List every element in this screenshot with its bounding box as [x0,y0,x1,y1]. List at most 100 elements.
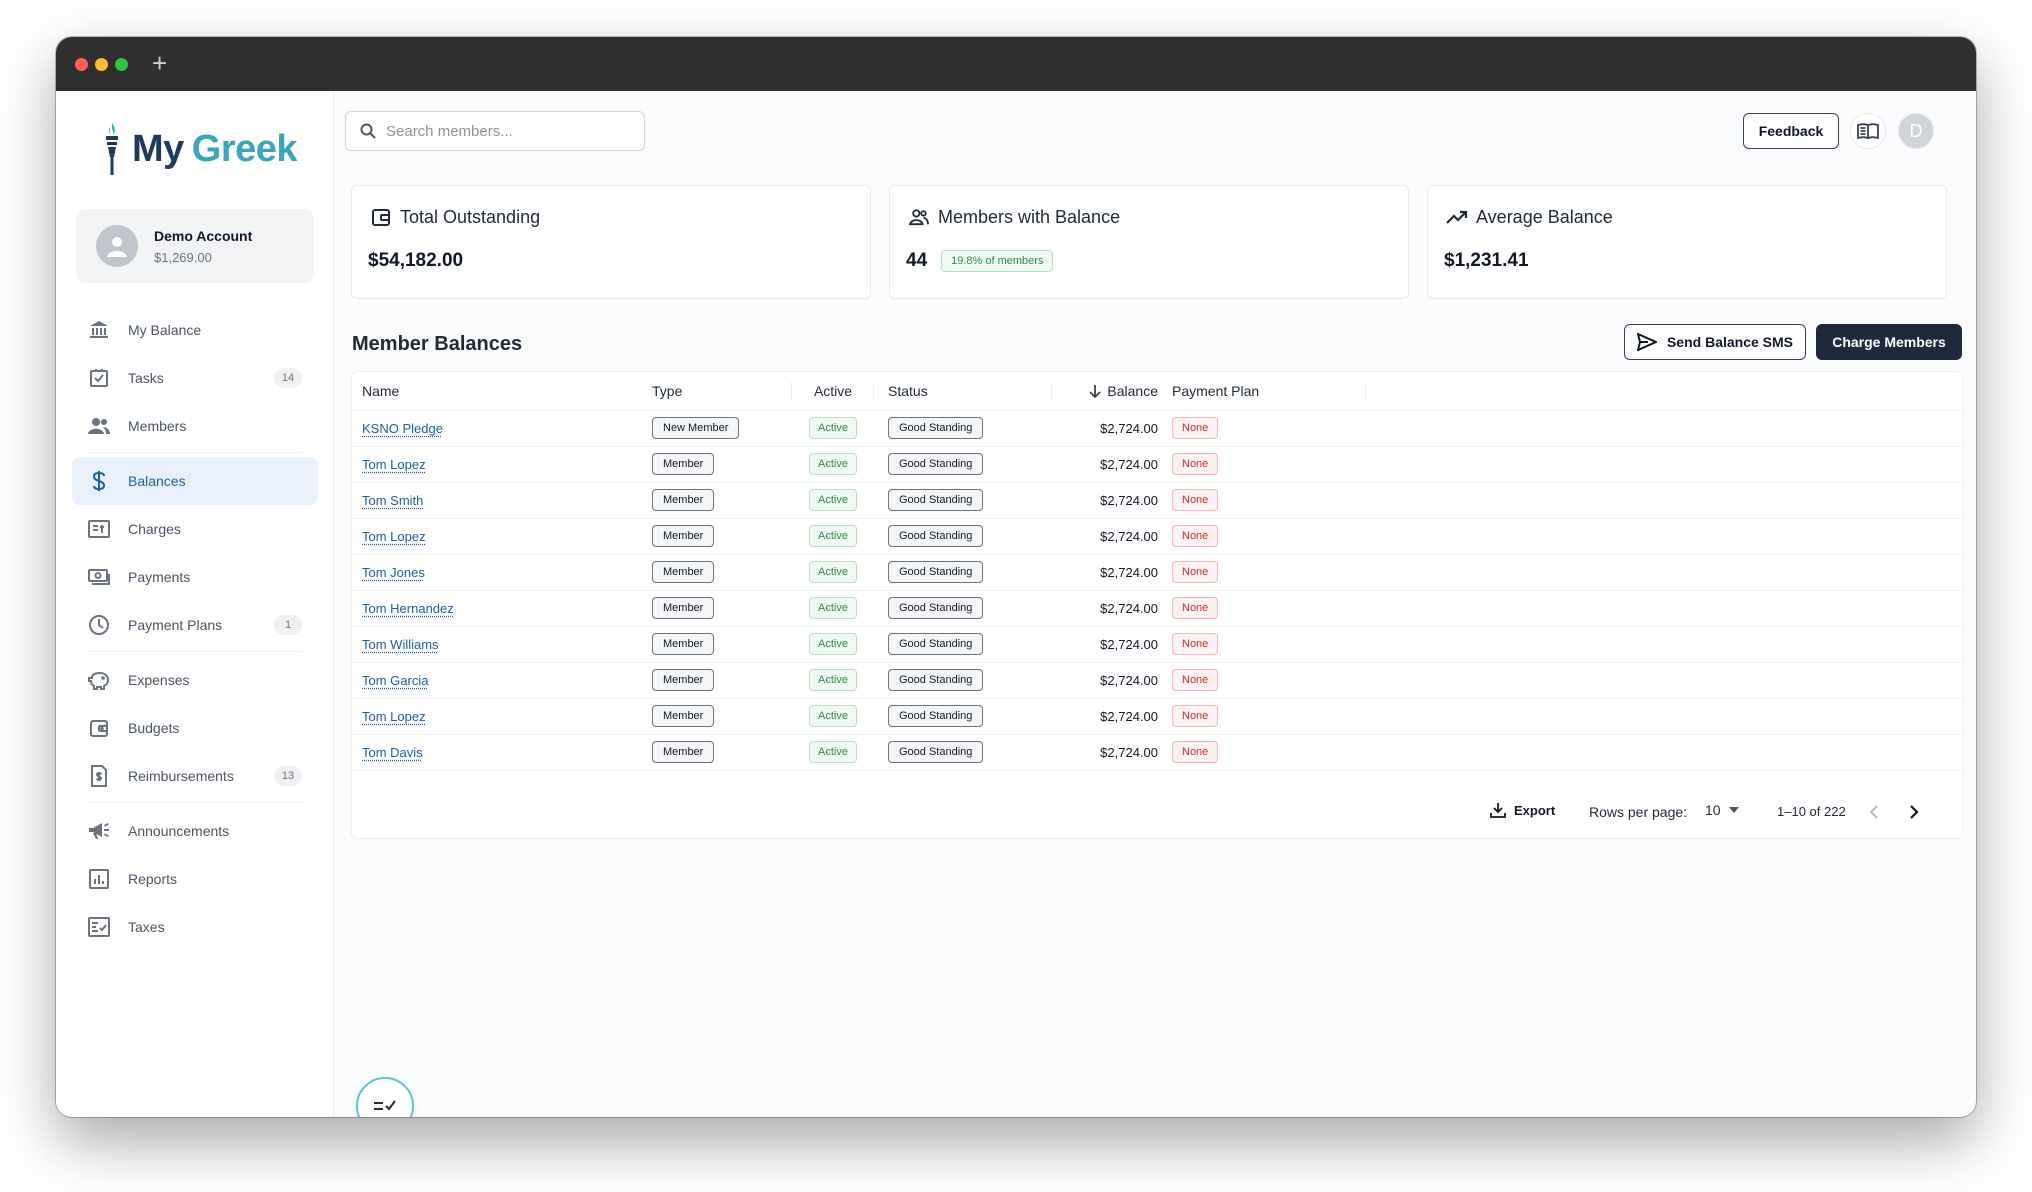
active-status-chip: Active [809,453,857,475]
new-tab-plus-icon[interactable]: + [152,48,168,78]
account-balance: $1,269.00 [154,249,212,265]
user-avatar-button[interactable]: D [1898,113,1934,149]
payment-plan-cell: None [1172,482,1366,519]
table-row[interactable]: KSNO Pledge New Member Active Good Standing… [352,410,1366,447]
member-name-link[interactable]: Tom Hernandez [362,600,454,616]
active-cell: Active [792,554,874,591]
table-row[interactable]: Tom Smith Member Active Good Standing $2,724… [352,482,1366,519]
column-header-name[interactable]: Name [352,372,652,411]
column-header-active[interactable]: Active [792,372,874,411]
sidebar-item-announcements[interactable]: Announcements [72,807,318,855]
active-cell: Active [792,698,874,735]
name-cell: KSNO Pledge [352,410,652,447]
search-input[interactable] [386,122,626,140]
column-header-type[interactable]: Type [652,372,792,411]
task-checklist-fab[interactable] [356,1077,414,1117]
balance-value: $2,724.00 [1100,708,1158,724]
send-balance-sms-button[interactable]: Send Balance SMS [1624,324,1806,360]
payment-plan-chip: None [1172,525,1219,547]
member-name-link[interactable]: KSNO Pledge [362,420,443,436]
table-row[interactable]: Tom Davis Member Active Good Standing $2,724… [352,734,1366,771]
close-window-button[interactable] [75,58,88,71]
status-cell: Good Standing [874,698,1052,735]
account-avatar [96,225,138,267]
sidebar-item-members[interactable]: Members [72,402,318,450]
member-type-chip: Member [652,633,715,655]
member-name-link[interactable]: Tom Lopez [362,456,426,472]
sidebar-item-label: Tasks [128,370,164,386]
sidebar-item-tasks[interactable]: Tasks 14 [72,354,318,402]
sidebar-item-reimbursements[interactable]: Reimbursements 13 [72,752,318,800]
sidebar-item-label: Payments [128,569,191,585]
active-status-chip: Active [809,417,857,439]
column-header-balance[interactable]: Balance [1052,372,1172,411]
name-cell: Tom Lopez [352,446,652,483]
sidebar-item-label: Taxes [128,919,165,935]
sidebar-item-payments[interactable]: Payments [72,553,318,601]
export-button[interactable]: Export [1490,802,1555,818]
account-card[interactable]: Demo Account $1,269.00 [76,209,314,283]
status-cell: Good Standing [874,482,1052,519]
active-status-chip: Active [809,489,857,511]
sidebar-item-label: Balances [128,473,186,489]
sidebar-item-payment-plans[interactable]: Payment Plans 1 [72,601,318,649]
name-cell: Tom Lopez [352,518,652,555]
sidebar-item-balances[interactable]: Balances [72,457,318,505]
column-header-payment-plan[interactable]: Payment Plan [1172,372,1366,411]
member-type-chip: Member [652,561,715,583]
payment-plan-cell: None [1172,410,1366,447]
balance-value: $2,724.00 [1100,564,1158,580]
previous-page-button[interactable] [1862,800,1886,824]
member-type-chip: Member [652,597,715,619]
members-with-balance-value: 44 19.8% of members [906,250,1054,272]
members-with-balance-card: Members with Balance 44 19.8% of members [889,185,1409,299]
member-name-link[interactable]: Tom Davis [362,744,423,760]
sidebar-item-my-balance[interactable]: My Balance [72,306,318,354]
table-row[interactable]: Tom Hernandez Member Active Good Standing $2… [352,590,1366,627]
status-cell: Good Standing [874,410,1052,447]
sort-descending-icon[interactable] [1089,384,1102,399]
member-type-chip: Member [652,453,715,475]
app-logo[interactable]: My Greek [102,121,298,177]
maximize-window-button[interactable] [115,58,128,71]
sidebar-item-label: Expenses [128,672,190,688]
feedback-button[interactable]: Feedback [1743,113,1839,149]
minimize-window-button[interactable] [95,58,108,71]
tasks-count-badge: 14 [274,368,302,388]
balance-cell: $2,724.00 [1052,626,1172,663]
member-name-link[interactable]: Tom Jones [362,564,425,580]
next-page-button[interactable] [1902,800,1926,824]
sidebar-item-budgets[interactable]: Budgets [72,704,318,752]
member-name-link[interactable]: Tom Smith [362,492,424,508]
table-row[interactable]: Tom Williams Member Active Good Standing $2,… [352,626,1366,663]
member-name-link[interactable]: Tom Garcia [362,672,429,688]
bank-icon [88,319,110,341]
guide-button[interactable] [1850,113,1886,149]
active-status-chip: Active [809,633,857,655]
sidebar-item-charges[interactable]: Charges [72,505,318,553]
table-row[interactable]: Tom Garcia Member Active Good Standing $2,72… [352,662,1366,699]
balance-cell: $2,724.00 [1052,554,1172,591]
invoice-icon [88,518,110,540]
active-cell: Active [792,482,874,519]
charge-members-button[interactable]: Charge Members [1816,324,1962,360]
table-row[interactable]: Tom Jones Member Active Good Standing $2,724… [352,554,1366,591]
sidebar-item-expenses[interactable]: Expenses [72,656,318,704]
total-outstanding-card: Total Outstanding $54,182.00 [351,185,871,299]
checkbox-icon [88,367,110,389]
member-name-link[interactable]: Tom Lopez [362,708,426,724]
sidebar-item-taxes[interactable]: Taxes [72,903,318,951]
standing-status-chip: Good Standing [888,705,984,727]
balance-value: $2,724.00 [1100,420,1158,436]
piggy-bank-icon [88,669,110,691]
rows-per-page-select[interactable]: 10 [1705,802,1739,818]
payment-plan-chip: None [1172,597,1219,619]
table-row[interactable]: Tom Lopez Member Active Good Standing $2,724… [352,698,1366,735]
member-name-link[interactable]: Tom Lopez [362,528,426,544]
table-row[interactable]: Tom Lopez Member Active Good Standing $2,724… [352,518,1366,555]
member-name-link[interactable]: Tom Williams [362,636,439,652]
table-row[interactable]: Tom Lopez Member Active Good Standing $2,724… [352,446,1366,483]
sidebar-item-reports[interactable]: Reports [72,855,318,903]
column-header-status[interactable]: Status [874,372,1052,411]
active-status-chip: Active [809,705,857,727]
